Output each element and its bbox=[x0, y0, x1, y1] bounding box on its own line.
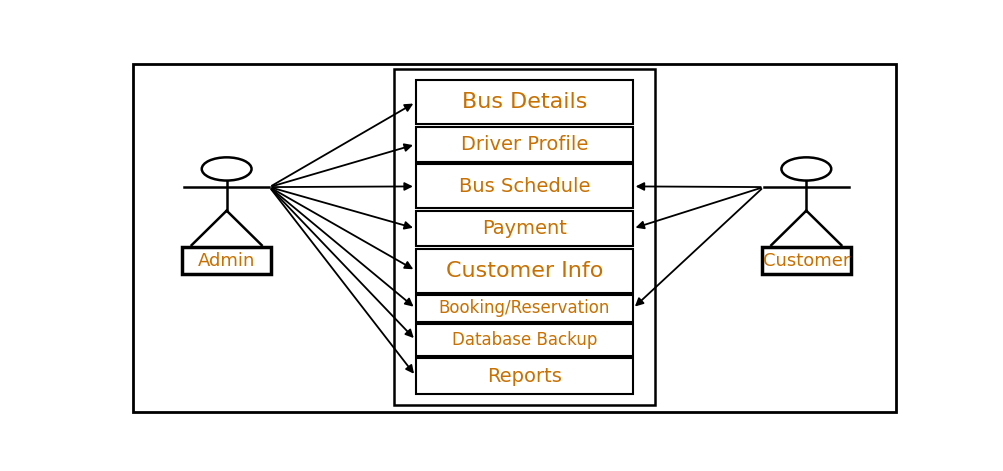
Text: Bus Details: Bus Details bbox=[461, 92, 587, 112]
Bar bbox=[415, 80, 632, 124]
Text: Database Backup: Database Backup bbox=[451, 331, 597, 349]
Bar bbox=[182, 247, 271, 274]
Text: Payment: Payment bbox=[481, 219, 566, 238]
Bar bbox=[415, 324, 632, 356]
Bar bbox=[415, 358, 632, 394]
Text: Driver Profile: Driver Profile bbox=[460, 135, 588, 154]
Text: Bus Schedule: Bus Schedule bbox=[458, 177, 590, 196]
Bar bbox=[761, 247, 851, 274]
Bar bbox=[415, 295, 632, 322]
Text: Admin: Admin bbox=[198, 252, 255, 269]
Bar bbox=[393, 69, 654, 405]
Text: Customer Info: Customer Info bbox=[445, 260, 603, 281]
Bar bbox=[415, 249, 632, 293]
Bar bbox=[415, 211, 632, 246]
Bar bbox=[415, 164, 632, 209]
Text: Customer: Customer bbox=[762, 252, 850, 269]
Text: Booking/Reservation: Booking/Reservation bbox=[438, 300, 610, 317]
Bar bbox=[415, 127, 632, 162]
Text: Reports: Reports bbox=[486, 366, 561, 386]
